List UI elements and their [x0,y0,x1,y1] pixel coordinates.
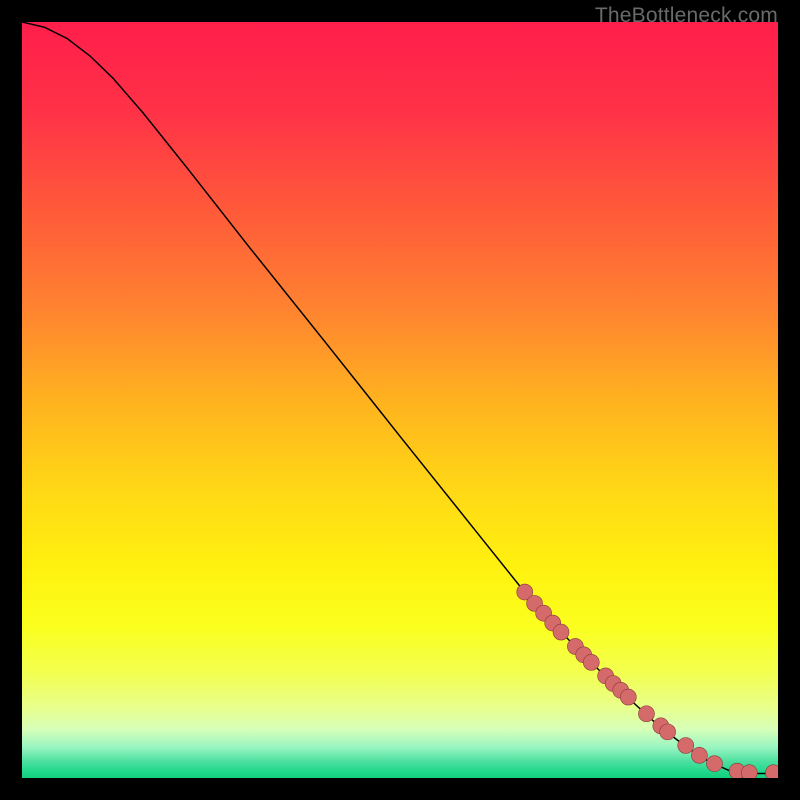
chart-markers [517,584,778,778]
chart-curve [22,22,778,773]
chart-plot-area [22,22,778,778]
chart-marker [678,737,694,753]
chart-overlay [22,22,778,778]
chart-marker [691,747,707,763]
chart-marker [553,624,569,640]
chart-marker [706,756,722,772]
chart-marker [638,706,654,722]
chart-marker [765,765,778,778]
chart-marker [620,689,636,705]
chart-marker [741,765,757,778]
chart-marker [583,654,599,670]
chart-marker [660,724,676,740]
